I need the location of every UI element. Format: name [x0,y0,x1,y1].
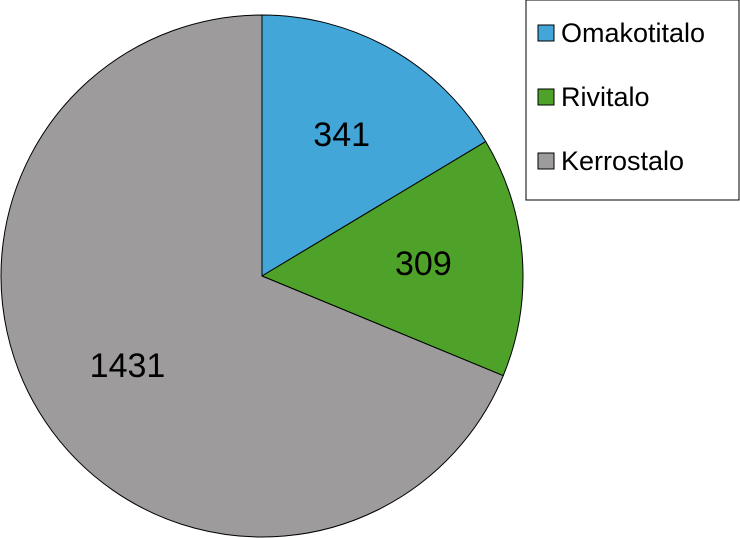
pie-slice-rivitalo [260,140,524,377]
data-label-rivitalo: 309 [395,245,452,283]
legend: Omakotitalo Rivitalo Kerrostalo [525,0,740,201]
legend-label-omakotitalo: Omakotitalo [561,18,705,48]
data-label-kerrostalo: 1431 [90,347,166,385]
data-label-omakotitalo: 341 [313,116,370,154]
legend-swatch-rivitalo [537,88,555,106]
legend-label-rivitalo: Rivitalo [561,82,650,112]
legend-box [525,0,740,201]
legend-items: Omakotitalo Rivitalo Kerrostalo [537,18,705,176]
pie-data-labels: 341 309 1431 [90,116,452,385]
legend-swatch-omakotitalo [537,24,555,42]
legend-swatch-kerrostalo [537,152,555,170]
legend-label-kerrostalo: Kerrostalo [561,146,684,176]
pie-slice-omakotitalo [261,14,487,277]
pie-slice-kerrostalo [0,14,504,538]
pie-slices [0,14,524,538]
